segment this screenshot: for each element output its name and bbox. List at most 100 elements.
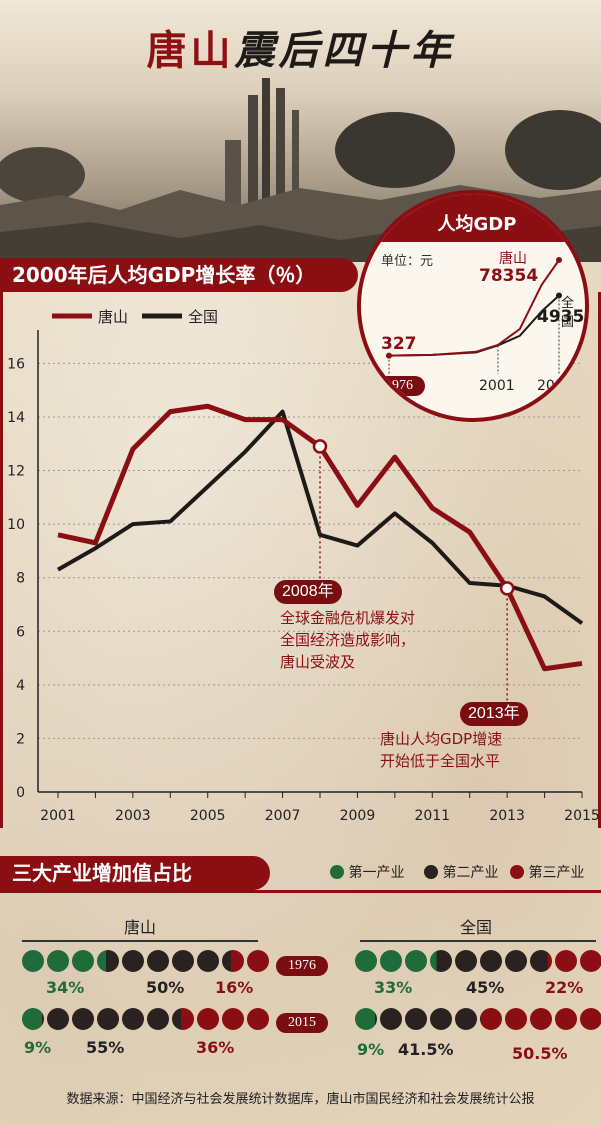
industry-dot xyxy=(355,950,377,972)
industry-dot xyxy=(147,1008,169,1030)
data-source: 数据来源：中国经济与社会发展统计数据库，唐山市国民经济和社会发展统计公报 xyxy=(66,1092,535,1107)
legend-tertiary-label: 第三产业 xyxy=(528,865,585,881)
cn1976-tertiary-pct: 22% xyxy=(545,978,584,997)
y-tick-label: 14 xyxy=(7,410,25,426)
industry-dot xyxy=(247,1008,269,1030)
ts1976-tertiary-pct: 16% xyxy=(215,978,254,997)
y-tick-label: 4 xyxy=(16,678,25,694)
title-part-2: 震后四十年 xyxy=(234,27,455,74)
series-line-national xyxy=(57,409,584,625)
tertiary-dot-icon xyxy=(510,865,524,879)
legend-tangshan-label: 唐山 xyxy=(98,308,128,326)
cn2015-primary-pct: 9% xyxy=(357,1040,385,1059)
inset-end-point-tangshan xyxy=(556,257,562,264)
x-tick-label: 2009 xyxy=(340,808,376,824)
industry-dot xyxy=(580,1008,601,1030)
industry-dot xyxy=(530,950,552,972)
y-tick-label: 12 xyxy=(7,464,25,480)
industry-dot xyxy=(222,1008,244,1030)
ts1976-primary-pct: 34% xyxy=(46,978,85,997)
industry-dot xyxy=(22,1008,44,1030)
ruins-silhouette xyxy=(0,78,601,262)
industry-dot xyxy=(455,1008,477,1030)
national-1976-dots xyxy=(355,950,601,972)
industry-dot xyxy=(455,950,477,972)
inset-line-chart xyxy=(386,257,562,374)
tangshan-2015-dots xyxy=(22,1008,269,1030)
industry-dot xyxy=(22,950,44,972)
annotation-2008-year: 2008年 xyxy=(274,580,342,604)
annotation-2008-marker xyxy=(312,439,328,454)
industry-dot xyxy=(405,950,427,972)
inset-unit: 单位：元 xyxy=(381,254,434,269)
legend-national-label: 全国 xyxy=(188,308,218,326)
y-tick-label: 10 xyxy=(7,517,25,533)
y-tick-label: 0 xyxy=(16,785,25,801)
industry-dot xyxy=(172,950,194,972)
legend-secondary: 第二产业 xyxy=(424,862,498,882)
year-1976-pill: 1976 xyxy=(276,956,328,976)
industry-divider xyxy=(0,890,601,898)
industry-dot xyxy=(97,1008,119,1030)
tangshan-region-line xyxy=(22,940,258,942)
inset-year-end: 2015 xyxy=(537,378,573,394)
y-tick-label: 8 xyxy=(16,571,25,587)
industry-dot xyxy=(47,1008,69,1030)
growth-line-chart: 0 2 4 6 8 10 12 14 16 2001 2003 2005 2007 2009 2011 201… xyxy=(7,308,600,824)
x-tick-label: 2003 xyxy=(115,808,151,824)
industry-dot xyxy=(197,1008,219,1030)
title-part-1: 唐山 xyxy=(146,27,235,74)
inset-tangshan-label: 唐山 xyxy=(499,251,527,267)
industry-dot xyxy=(505,950,527,972)
industry-dot xyxy=(430,950,452,972)
industry-dot xyxy=(247,950,269,972)
x-tick-label: 2007 xyxy=(265,808,301,824)
industry-section-title: 三大产业增加值占比 xyxy=(0,856,270,890)
legend-primary: 第一产业 xyxy=(330,862,404,882)
x-tick-label: 2013 xyxy=(489,808,525,824)
ts2015-tertiary-pct: 36% xyxy=(196,1038,235,1057)
inset-series-tangshan xyxy=(388,259,560,357)
industry-dot xyxy=(555,1008,577,1030)
secondary-dot-icon xyxy=(424,865,438,879)
x-tick-label: 2011 xyxy=(414,808,450,824)
industry-dot xyxy=(122,950,144,972)
growth-chart-frame xyxy=(0,292,601,828)
ts2015-secondary-pct: 55% xyxy=(86,1038,125,1057)
inset-year-mid: 2001 xyxy=(479,378,515,394)
industry-dot xyxy=(197,950,219,972)
inset-national-label: 全国 xyxy=(561,296,575,330)
cn1976-primary-pct: 33% xyxy=(374,978,413,997)
inset-start-value: 327 xyxy=(381,334,417,354)
year-2015-pill: 2015 xyxy=(276,1013,328,1033)
cn1976-secondary-pct: 45% xyxy=(466,978,505,997)
national-region-line xyxy=(360,940,596,942)
x-tick-label: 2015 xyxy=(564,808,600,824)
industry-dot xyxy=(355,1008,377,1030)
tangshan-region-label: 唐山 xyxy=(123,918,156,937)
ts1976-secondary-pct: 50% xyxy=(146,978,185,997)
inset-tangshan-value: 78354 xyxy=(479,266,539,286)
primary-dot-icon xyxy=(330,865,344,879)
industry-dot xyxy=(122,1008,144,1030)
industry-dot xyxy=(222,950,244,972)
y-tick-label: 16 xyxy=(7,356,25,372)
industry-dot xyxy=(147,950,169,972)
inset-national-value: 49351 xyxy=(537,307,585,327)
cn2015-tertiary-pct: 50.5% xyxy=(512,1044,568,1063)
annotation-2013-marker xyxy=(499,581,515,596)
industry-dot xyxy=(72,1008,94,1030)
inset-title: 人均GDP xyxy=(361,194,585,242)
national-region-label: 全国 xyxy=(459,918,492,937)
industry-dot xyxy=(47,950,69,972)
legend-primary-label: 第一产业 xyxy=(348,865,405,881)
industry-dot xyxy=(405,1008,427,1030)
annotation-2008-text: 全球金融危机爆发对 全国经济造成影响， 唐山受波及 xyxy=(280,609,416,671)
annotation-2013-year: 2013年 xyxy=(460,702,528,726)
industry-dot xyxy=(380,950,402,972)
annotation-2013-text: 唐山人均GDP增速 开始低于全国水平 xyxy=(380,730,503,770)
industry-dot xyxy=(530,1008,552,1030)
national-2015-dots xyxy=(355,1008,601,1030)
growth-section-title: 2000年后人均GDP增长率（％） xyxy=(0,258,358,292)
y-tick-label: 2 xyxy=(16,731,25,747)
